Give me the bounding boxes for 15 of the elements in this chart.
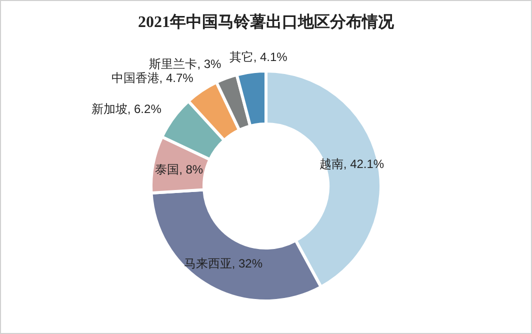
data-label: , 8% [179, 162, 204, 176]
slice-label: 越南 [319, 157, 344, 172]
slice-label: 其它 [229, 50, 254, 64]
chart-title: 2021年中国马铃薯出口地区分布情况 [138, 13, 395, 31]
data-label: , 4.7% [159, 71, 194, 86]
slice-label: 新加坡 [91, 102, 128, 116]
slice-label: 中国香港 [111, 71, 160, 86]
slice-label: 斯里兰卡 [149, 56, 198, 71]
data-label: , 6.2% [127, 102, 162, 116]
data-label: , 42.1% [343, 157, 384, 172]
data-label: , 4.1% [253, 50, 288, 64]
data-label: , 3% [197, 56, 222, 71]
data-label: , 32% [232, 256, 263, 270]
slice-label: 马来西亚 [184, 256, 232, 270]
slice-label: 泰国 [155, 162, 180, 176]
